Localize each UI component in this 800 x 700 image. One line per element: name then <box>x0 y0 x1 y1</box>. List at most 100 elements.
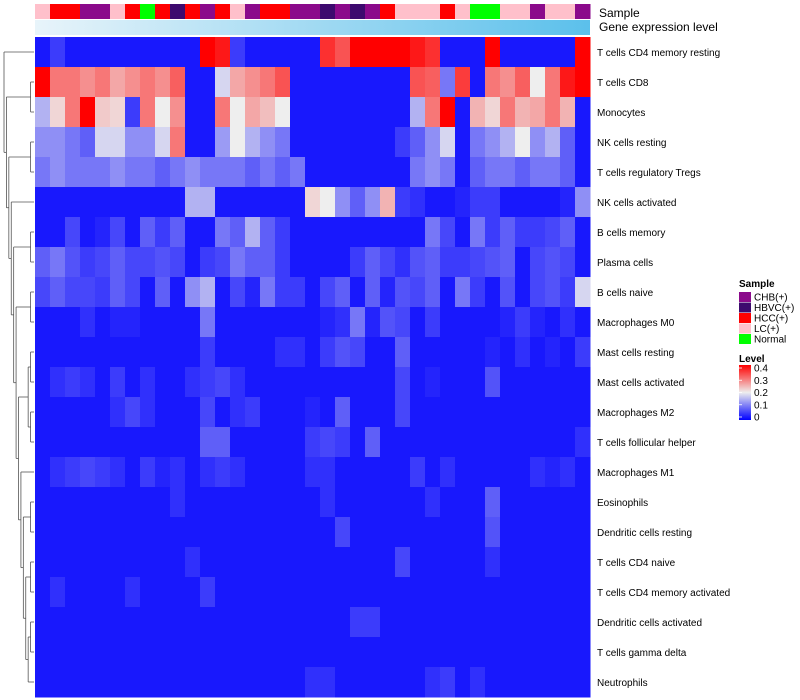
heatmap-cell <box>200 97 216 128</box>
row-label: Mast cells resting <box>597 348 674 359</box>
heatmap-cell <box>215 97 231 128</box>
heatmap-cell <box>530 667 546 698</box>
heatmap-cell <box>170 187 186 218</box>
heatmap-cell <box>575 607 591 638</box>
heatmap-cell <box>170 427 186 458</box>
heatmap-cell <box>560 637 576 668</box>
heatmap-cell <box>200 37 216 68</box>
sample-annotation-cell <box>485 4 501 19</box>
heatmap-cell <box>65 247 81 278</box>
heatmap-cell <box>545 187 561 218</box>
heatmap-cell <box>110 307 126 338</box>
heatmap-cell <box>515 397 531 428</box>
heatmap-cell <box>305 277 321 308</box>
heatmap-cell <box>515 277 531 308</box>
heatmap-cell <box>155 577 171 608</box>
heatmap-cell <box>230 427 246 458</box>
heatmap-cell <box>275 457 291 488</box>
heatmap-cell <box>365 97 381 128</box>
heatmap-cell <box>35 367 51 398</box>
heatmap-cell <box>485 157 501 188</box>
sample-annotation-cell <box>260 4 276 19</box>
heatmap-cell <box>275 157 291 188</box>
heatmap-cell <box>485 457 501 488</box>
heatmap-cell <box>335 577 351 608</box>
heatmap-cell <box>80 547 96 578</box>
heatmap-cell <box>320 517 336 548</box>
heatmap-cell <box>500 37 516 68</box>
heatmap-cell <box>440 37 456 68</box>
heatmap-cell <box>380 457 396 488</box>
heatmap-cell <box>95 277 111 308</box>
heatmap-cell <box>140 277 156 308</box>
annotation-label-sample: Sample <box>599 6 640 20</box>
heatmap-cell <box>560 247 576 278</box>
heatmap-cell <box>545 367 561 398</box>
heatmap-cell <box>320 427 336 458</box>
heatmap-cell <box>350 607 366 638</box>
heatmap-cell <box>380 217 396 248</box>
sample-annotation-cell <box>155 4 171 19</box>
heatmap-cell <box>50 637 66 668</box>
heatmap-cell <box>170 37 186 68</box>
row-label: T cells gamma delta <box>597 648 687 659</box>
heatmap-cell <box>260 187 276 218</box>
heatmap-cell <box>140 637 156 668</box>
heatmap-cell <box>470 367 486 398</box>
heatmap-cell <box>170 607 186 638</box>
heatmap-cell <box>500 517 516 548</box>
heatmap-cell <box>95 97 111 128</box>
heatmap-cell <box>440 217 456 248</box>
heatmap-cell <box>515 67 531 98</box>
heatmap-cell <box>65 667 81 698</box>
sample-annotation-cell <box>335 4 351 19</box>
heatmap-cell <box>50 667 66 698</box>
heatmap-cell <box>290 217 306 248</box>
heatmap-cell <box>170 457 186 488</box>
heatmap-cell <box>290 277 306 308</box>
heatmap-cell <box>185 37 201 68</box>
sample-annotation-cell <box>305 4 321 19</box>
heatmap-cell <box>410 217 426 248</box>
heatmap-cell <box>560 457 576 488</box>
heatmap-cell <box>425 247 441 278</box>
heatmap-cell <box>560 97 576 128</box>
heatmap-cell <box>110 187 126 218</box>
heatmap-cell <box>515 667 531 698</box>
heatmap-cell <box>65 367 81 398</box>
heatmap-cell <box>290 67 306 98</box>
heatmap-cell <box>350 367 366 398</box>
heatmap-cell <box>230 37 246 68</box>
heatmap-cell <box>170 577 186 608</box>
heatmap-cell <box>200 667 216 698</box>
heatmap-cell <box>470 247 486 278</box>
heatmap-cell <box>215 547 231 578</box>
heatmap-cell <box>80 487 96 518</box>
heatmap-cell <box>275 547 291 578</box>
heatmap-cell <box>50 577 66 608</box>
sample-annotation-cell <box>110 4 126 19</box>
heatmap-cell <box>335 457 351 488</box>
heatmap-cell <box>575 547 591 578</box>
heatmap-cell <box>305 247 321 278</box>
heatmap-cell <box>410 667 426 698</box>
heatmap-cell <box>395 667 411 698</box>
heatmap-cell <box>440 667 456 698</box>
heatmap-cell <box>380 517 396 548</box>
heatmap-cell <box>35 637 51 668</box>
heatmap-cell <box>515 487 531 518</box>
heatmap-cell <box>380 367 396 398</box>
heatmap-cell <box>515 457 531 488</box>
heatmap-cell <box>560 427 576 458</box>
heatmap-cell <box>515 427 531 458</box>
legend-level-tick-label: 0.4 <box>754 364 768 375</box>
heatmap-cell <box>170 307 186 338</box>
heatmap-cell <box>125 157 141 188</box>
heatmap-cell <box>95 307 111 338</box>
heatmap-cell <box>35 457 51 488</box>
heatmap-cell <box>65 487 81 518</box>
heatmap-cell <box>200 547 216 578</box>
heatmap-cell <box>50 127 66 158</box>
heatmap-cell <box>455 217 471 248</box>
heatmap-cell <box>515 37 531 68</box>
